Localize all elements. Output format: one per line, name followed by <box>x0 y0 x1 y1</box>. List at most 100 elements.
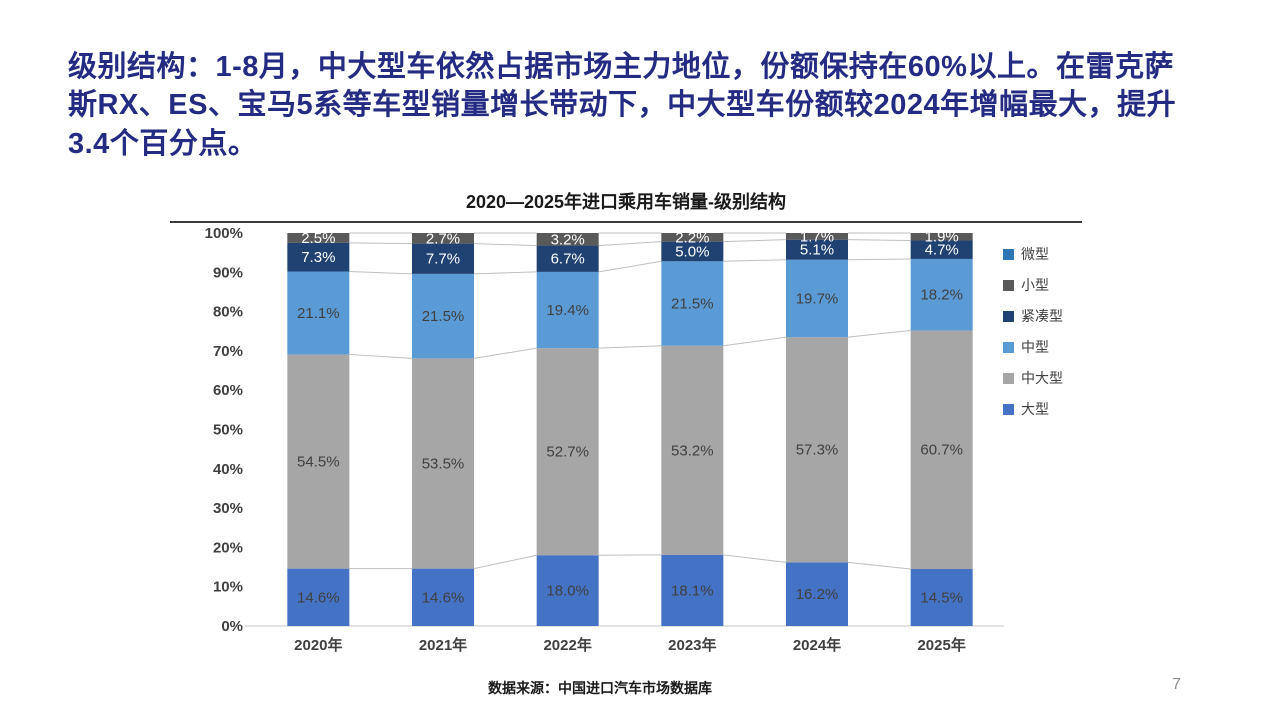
series-connector-line-中大型 <box>598 345 662 349</box>
legend-swatch-icon <box>1003 341 1014 353</box>
legend-label: 大型 <box>1021 401 1049 417</box>
bar-segment-label-中型-2025年: 18.2% <box>920 287 963 304</box>
bar-segment-中大型-2023年 <box>661 345 724 555</box>
bar-segment-中型-2023年 <box>661 261 724 346</box>
bar-segment-label-中型-2021年: 21.5% <box>422 308 465 325</box>
chart-top-border <box>170 221 1082 223</box>
bar-segment-label-中大型-2020年: 54.5% <box>297 454 340 471</box>
bar-segment-label-大型-2022年: 18.0% <box>546 583 589 600</box>
y-axis-label: 60% <box>213 382 243 399</box>
bar-segment-label-小型-2022年: 3.2% <box>551 231 585 248</box>
bar-segment-紧凑型-2023年 <box>661 241 724 262</box>
y-axis-label: 20% <box>213 539 243 556</box>
legend-label: 中型 <box>1021 339 1049 355</box>
bar-segment-label-小型-2021年: 2.7% <box>426 230 460 247</box>
legend-label: 紧凑型 <box>1021 308 1063 324</box>
y-axis-label: 40% <box>213 461 243 478</box>
bar-segment-大型-2023年 <box>661 554 724 626</box>
bar-segment-中型-2022年 <box>536 271 599 349</box>
bar-segment-label-大型-2020年: 14.6% <box>297 589 340 606</box>
y-axis-label: 70% <box>213 343 243 360</box>
y-axis-label: 50% <box>213 422 243 439</box>
bar-segment-小型-2021年 <box>412 233 474 244</box>
legend-item-微型: 微型 <box>1003 243 1063 265</box>
bar-segment-label-大型-2023年: 18.1% <box>671 582 714 599</box>
legend-swatch-icon <box>1003 248 1014 260</box>
bar-segment-小型-2022年 <box>536 233 599 246</box>
series-connector-line-中型 <box>473 271 537 275</box>
bar-segment-中型-2024年 <box>786 259 848 338</box>
bar-segment-紧凑型-2024年 <box>786 239 848 260</box>
chart-title: 2020—2025年进口乘用车销量-级别结构 <box>465 192 787 212</box>
bar-segment-中大型-2021年 <box>412 358 474 569</box>
series-connector-line-紧凑型 <box>723 239 787 243</box>
bar-segment-中大型-2024年 <box>786 337 848 563</box>
series-connector-line-中型 <box>847 258 911 261</box>
legend-label: 微型 <box>1021 246 1049 262</box>
bar-segment-大型-2024年 <box>786 562 848 626</box>
series-connector-line-中大型 <box>723 336 787 347</box>
bar-segment-label-中大型-2023年: 53.2% <box>671 442 714 459</box>
y-axis-label: 80% <box>213 304 243 321</box>
legend-item-大型: 大型 <box>1003 398 1063 420</box>
bar-segment-大型-2020年 <box>287 568 350 626</box>
series-connector-line-紧凑型 <box>473 243 537 247</box>
legend-label: 小型 <box>1021 277 1049 293</box>
bar-segment-label-中型-2023年: 21.5% <box>671 296 714 313</box>
bar-segment-label-大型-2024年: 16.2% <box>796 586 839 603</box>
bar-segment-紧凑型-2022年 <box>536 245 599 272</box>
bar-segment-紧凑型-2020年 <box>287 242 350 272</box>
series-connector-line-中型 <box>723 259 787 262</box>
footer-source: 数据来源：中国进口汽车市场数据库 <box>488 680 712 696</box>
y-axis-label: 10% <box>213 579 243 596</box>
bar-segment-label-中型-2020年: 21.1% <box>297 305 340 322</box>
legend-item-小型: 小型 <box>1003 274 1063 296</box>
bar-segment-大型-2022年 <box>536 555 599 626</box>
page-number: 7 <box>1172 676 1181 693</box>
bar-segment-label-紧凑型-2025年: 4.7% <box>925 242 959 259</box>
legend-item-紧凑型: 紧凑型 <box>1003 305 1063 327</box>
bar-segment-大型-2025年 <box>910 569 973 626</box>
bar-segment-中型-2025年 <box>910 258 973 331</box>
legend-label: 中大型 <box>1021 370 1063 386</box>
y-axis-label: 100% <box>205 225 243 242</box>
legend-swatch-icon <box>1003 279 1014 291</box>
bar-segment-label-紧凑型-2021年: 7.7% <box>426 251 460 268</box>
series-connector-line-中大型 <box>847 329 911 338</box>
x-axis-label: 2020年 <box>294 636 342 654</box>
bar-segment-label-中大型-2021年: 53.5% <box>422 455 465 472</box>
bar-segment-label-中型-2022年: 19.4% <box>546 302 589 319</box>
x-axis-label: 2025年 <box>917 636 965 654</box>
x-axis-label: 2021年 <box>419 636 467 654</box>
bar-segment-中大型-2025年 <box>910 330 973 570</box>
bar-segment-label-小型-2020年: 2.5% <box>301 230 335 247</box>
series-connector-line-中型 <box>598 260 662 273</box>
bar-segment-label-中大型-2024年: 57.3% <box>796 442 839 459</box>
bar-segment-label-紧凑型-2020年: 7.3% <box>301 249 335 266</box>
stacked-bar-plot: 0% 10% 20% 30% 40% 50% 60% 70% 80% 90% 100% 14.6% 14… <box>205 225 1004 654</box>
bar-segment-label-中大型-2025年: 60.7% <box>920 442 963 459</box>
y-axis-label: 0% <box>221 618 243 635</box>
bar-segment-小型-2025年 <box>910 233 973 241</box>
bar-segment-紧凑型-2025年 <box>910 240 973 259</box>
legend-item-中型: 中型 <box>1003 336 1063 358</box>
bar-segment-小型-2020年 <box>287 233 350 243</box>
series-connector-line-中型 <box>349 271 413 275</box>
bar-segment-label-大型-2021年: 14.6% <box>422 589 465 606</box>
bar-segment-label-小型-2023年: 2.2% <box>675 229 709 246</box>
bar-segment-中型-2021年 <box>412 273 474 359</box>
bar-segment-label-中大型-2022年: 52.7% <box>546 444 589 461</box>
bar-segment-label-中型-2024年: 19.7% <box>796 290 839 307</box>
bar-segment-label-小型-2025年: 1.9% <box>925 229 959 246</box>
bar-segment-label-小型-2024年: 1.7% <box>800 228 834 245</box>
bar-segment-label-大型-2025年: 14.5% <box>920 590 963 607</box>
series-connector-line-大型 <box>847 561 911 570</box>
series-connector-line-紧凑型 <box>847 239 911 241</box>
x-axis-label: 2022年 <box>543 636 591 654</box>
x-axis-label: 2023年 <box>668 636 716 654</box>
bar-segment-中大型-2020年 <box>287 354 350 569</box>
bar-segment-小型-2023年 <box>661 233 724 242</box>
series-connector-line-紧凑型 <box>598 241 662 247</box>
bar-segment-label-紧凑型-2022年: 6.7% <box>551 251 585 268</box>
